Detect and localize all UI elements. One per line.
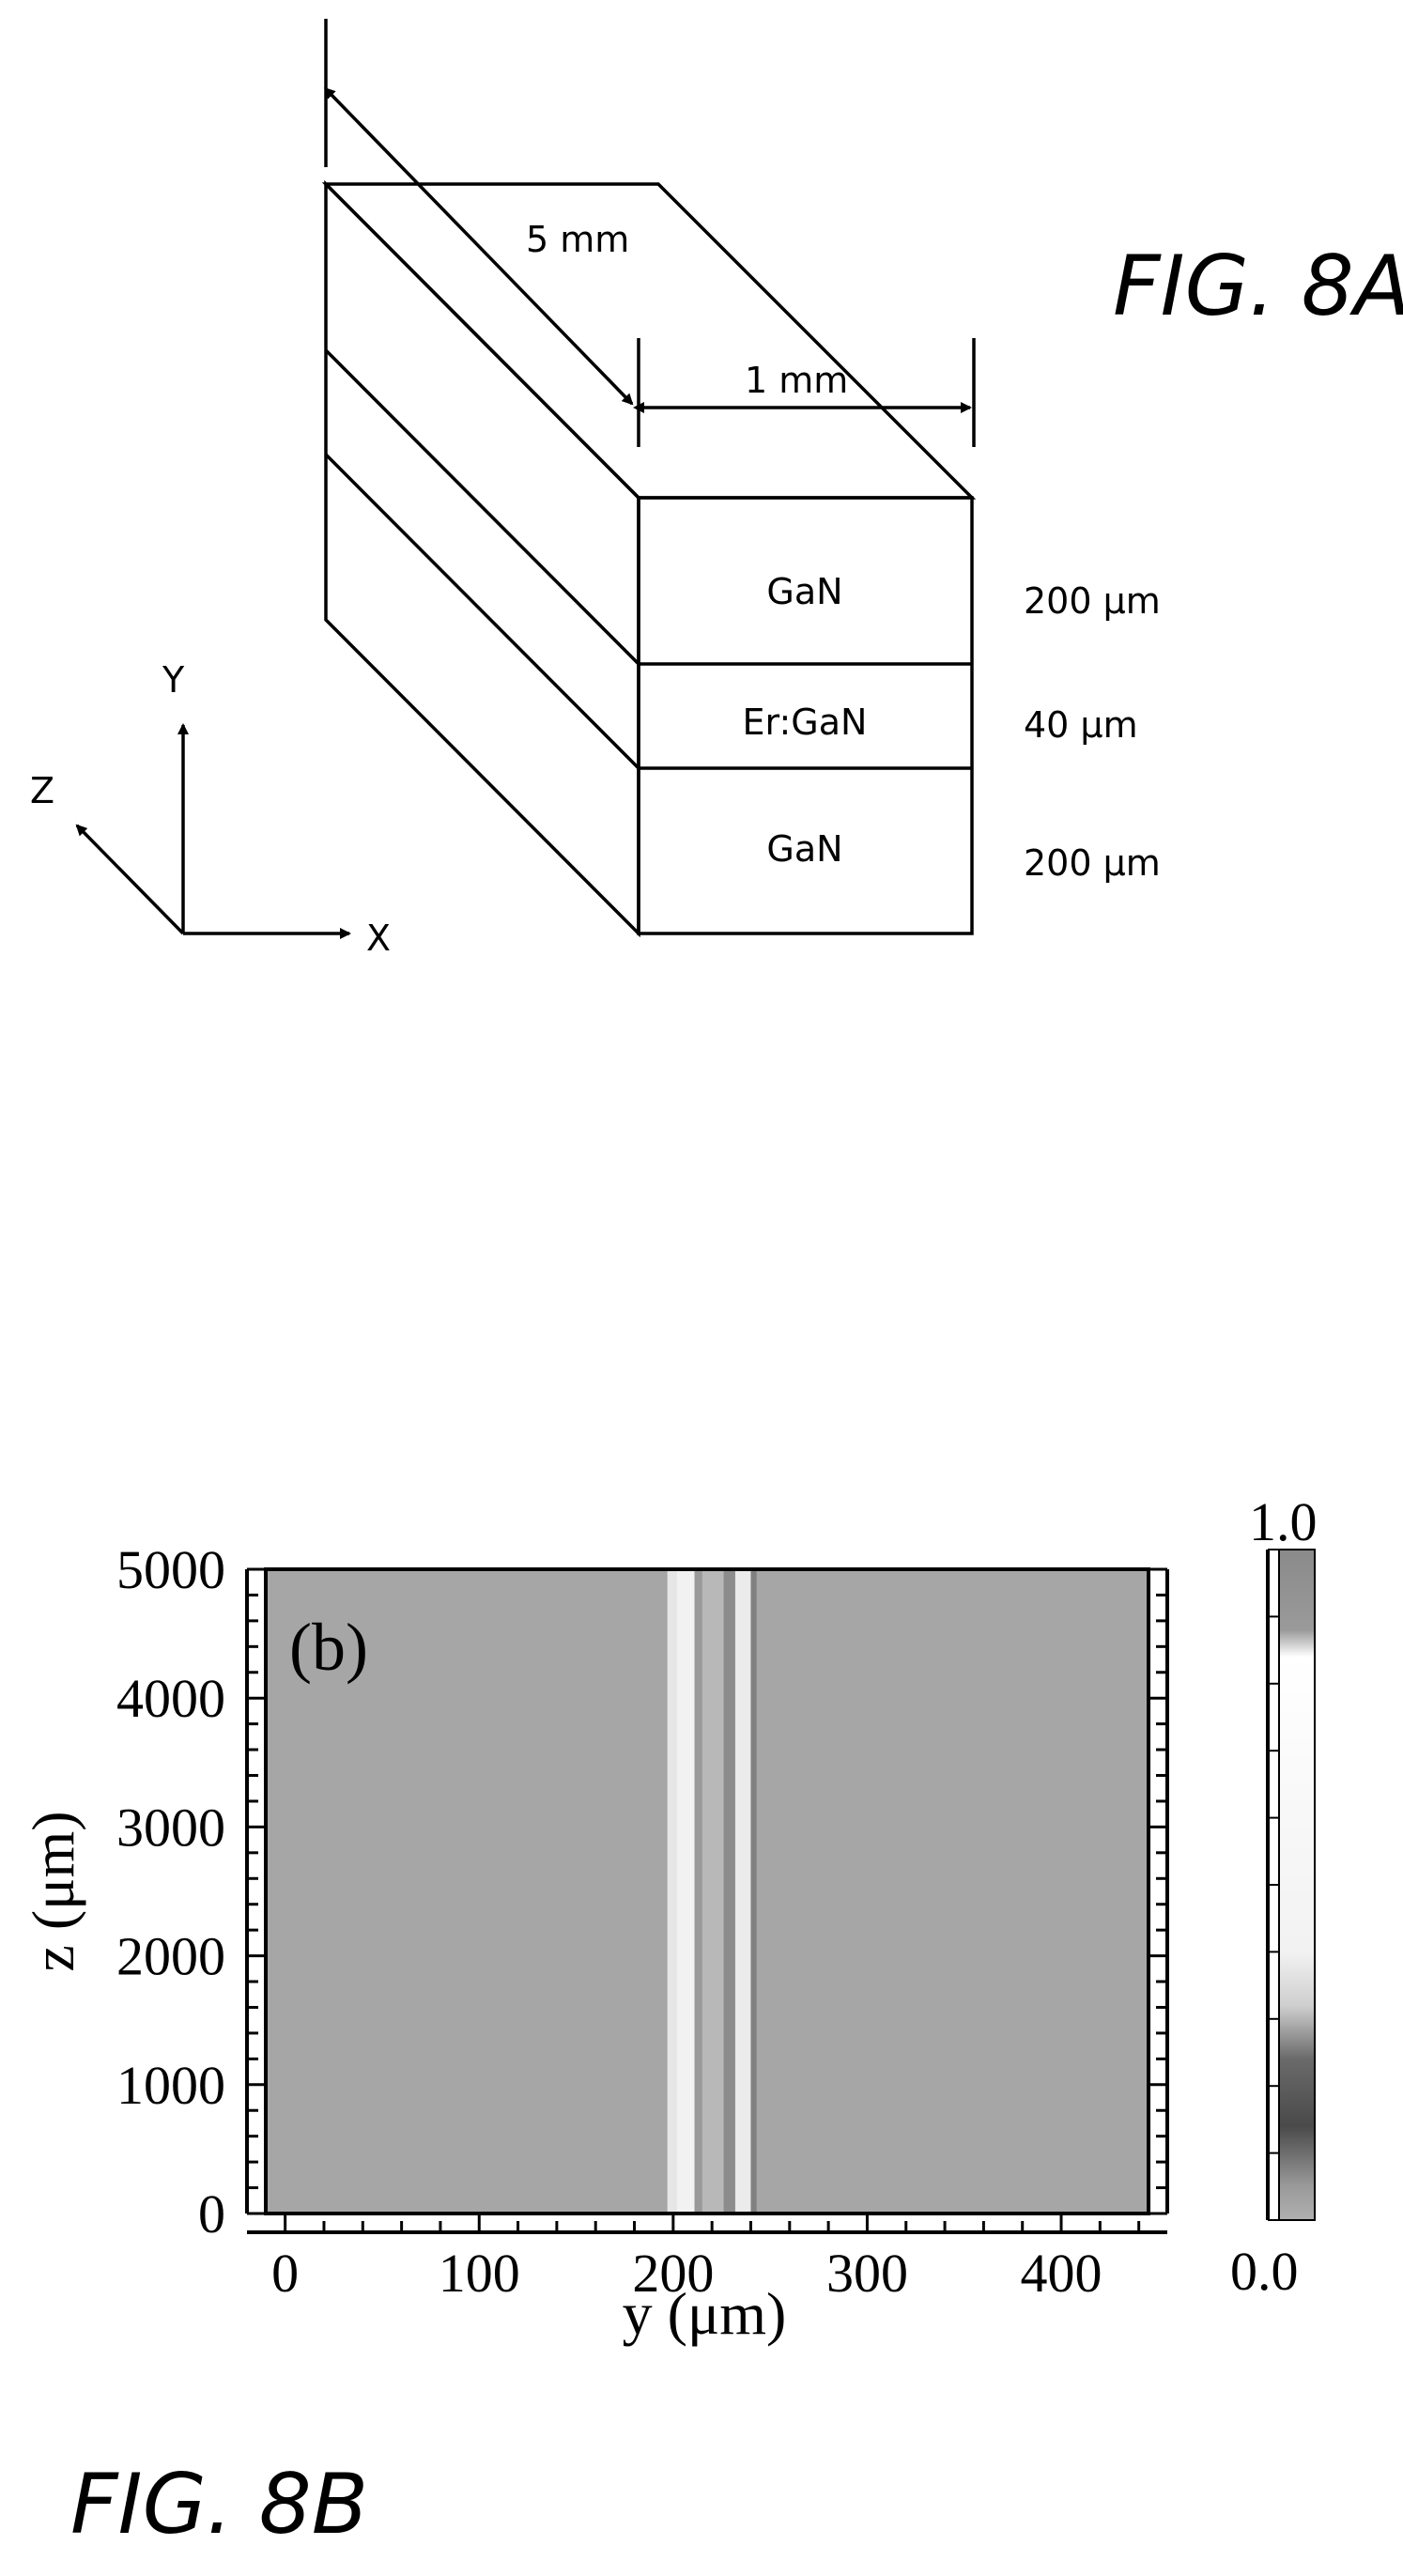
layer-block: [321, 179, 977, 938]
y-axis-letter: Y: [162, 659, 185, 701]
heatmap-plot-area: [264, 1567, 1150, 2215]
z-tick-label: 3000: [116, 1797, 225, 1858]
z-axis-arrow: [75, 824, 185, 935]
thickness-label-top: 200 μm: [1024, 580, 1161, 622]
colorbar-gradient: [1278, 1549, 1316, 2221]
y-tick-label: 300: [826, 2243, 908, 2304]
y-tick-label: 400: [1021, 2243, 1102, 2304]
heatmap-stripes: [667, 1569, 757, 2214]
y-tick-label: 100: [439, 2243, 520, 2304]
figure-label-8b: FIG. 8B: [70, 2456, 368, 2553]
block-side-face: [324, 179, 640, 938]
layer-name-bottom: GaN: [766, 828, 842, 870]
figure-label-8a: FIG. 8A: [1113, 238, 1403, 334]
z-axis-letter: Z: [30, 770, 54, 811]
z-tick-label: 1000: [116, 2055, 225, 2116]
thickness-label-bottom: 200 μm: [1024, 842, 1161, 884]
layer-name-middle: Er:GaN: [743, 702, 868, 743]
axis-ticks: [247, 1567, 1167, 2232]
y-axis-title: z (μm): [20, 1811, 86, 1971]
fig-8b-heatmap-chart: 0 1000 2000 3000 4000 5000 0 100 200 300 400 y (μm…: [20, 1503, 1318, 2553]
layer-name-top: GaN: [766, 571, 842, 612]
heatmap-stripe: [676, 1569, 695, 2214]
x-axis-letter: X: [366, 918, 391, 959]
z-tick-label: 5000: [116, 1539, 225, 1600]
z-tick-label: 0: [198, 2183, 225, 2244]
z-tick-label: 2000: [116, 1926, 225, 1987]
block-top-face: [321, 182, 977, 500]
y-tick-label: 200: [632, 2243, 714, 2304]
z-tick-label: 4000: [116, 1668, 225, 1729]
block-front-face: [637, 496, 974, 935]
coordinate-axes: [75, 723, 351, 939]
width-dimension: [633, 338, 976, 447]
heatmap-stripe: [694, 1569, 702, 2214]
colorbar-ticks: [1268, 1549, 1279, 2221]
heatmap-stripe: [667, 1569, 677, 2214]
heatmap-stripe: [734, 1569, 751, 2214]
colorbar-max-label: 1.0: [1249, 1503, 1318, 1552]
width-label: 1 mm: [745, 360, 848, 401]
heatmap-stripe: [723, 1569, 735, 2214]
thickness-label-middle: 40 μm: [1024, 704, 1138, 746]
heatmap-stripe: [750, 1569, 757, 2214]
layer-boundary-side-1: [324, 348, 640, 666]
length-arrow: [324, 86, 634, 406]
length-dimension: [324, 19, 634, 406]
colorbar-min-label: 0.0: [1230, 2241, 1299, 2302]
x-axis-title: y (μm): [623, 2280, 787, 2347]
heatmap-frame: [264, 1567, 1150, 2215]
fig-8a-diagram: 5 mm 1 mm GaN Er:GaN GaN 200 μm 40 μm 20…: [30, 19, 1403, 959]
heatmap-stripe: [702, 1569, 724, 2214]
axis-tick-labels: 0 1000 2000 3000 4000 5000 0 100 200 300 400: [116, 1539, 1102, 2304]
length-label: 5 mm: [526, 219, 629, 260]
colorbar: 1.0 0.0: [1230, 1503, 1318, 2302]
panel-label: (b): [289, 1610, 368, 1685]
layer-boundary-side-2: [324, 453, 640, 770]
y-tick-label: 0: [271, 2243, 299, 2304]
